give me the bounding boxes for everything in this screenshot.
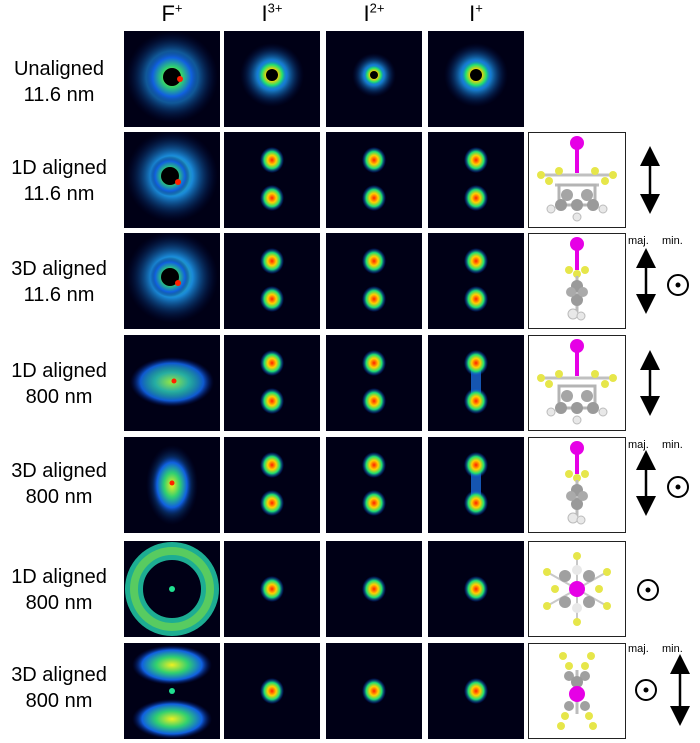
column-header-i-plus: I+ [469,0,483,26]
out-of-plane-polarization-icon-4 [635,679,657,701]
velocity-map-image-r6-c2 [224,541,320,637]
velocity-map-image-r1-c1 [124,31,220,127]
velocity-map-image-r1-c3 [326,31,422,127]
column-header-f-plus: F+ [161,0,183,26]
velocity-map-image-r6-c1 [124,541,220,637]
velocity-map-image-r7-c3 [326,643,422,739]
polarization-column: maj. min. maj. min. maj. min. [628,146,690,726]
major-axis-label-3: maj. [628,643,649,655]
velocity-map-image-r7-c1 [124,643,220,739]
row-label-1d-11nm: 1D aligned 11.6 nm [11,157,107,205]
velocity-map-image-r6-c4 [428,541,524,637]
velocity-map-image-r5-c3 [326,437,422,533]
row-label-1d-800nm-a: 1D aligned 800 nm [11,360,107,408]
velocity-map-image-r1-c2 [224,31,320,127]
row-label-3d-800nm-b: 3D aligned 800 nm [11,664,107,712]
row-label-3d-11nm: 3D aligned 11.6 nm [11,258,107,306]
major-axis-label-1: maj. [628,235,649,247]
out-of-plane-polarization-icon-1 [667,274,689,296]
velocity-map-image-r5-c4 [428,437,524,533]
minor-axis-label-1: min. [662,235,683,247]
velocity-map-image-r2-c4 [428,132,524,228]
minor-axis-label-2: min. [662,439,683,451]
molecule-structure-1d-800nm-b [528,541,626,637]
row-label-unaligned-11nm: Unaligned 11.6 nm [13,58,105,106]
velocity-map-image-r4-c1 [124,335,220,431]
velocity-map-image-r2-c2 [224,132,320,228]
velocity-map-image-r7-c4 [428,643,524,739]
molecule-structure-3d-800nm-b [528,643,626,739]
molecule-structure-1d-11nm [528,132,626,228]
molecule-structure-1d-800nm-a [528,335,626,431]
velocity-map-image-r6-c3 [326,541,422,637]
velocity-map-image-r2-c1 [124,132,220,228]
velocity-map-image-r1-c4 [428,31,524,127]
row-label-1d-800nm-b: 1D aligned 800 nm [11,566,107,614]
velocity-map-image-r3-c1 [124,233,220,329]
velocity-map-image-r5-c2 [224,437,320,533]
molecule-structure-3d-800nm-a [528,437,626,533]
velocity-map-image-r3-c3 [326,233,422,329]
column-header-i-2plus: I2+ [363,0,385,26]
row-label-3d-800nm-a: 3D aligned 800 nm [11,460,107,508]
molecule-structure-3d-11nm [528,233,626,329]
velocity-map-image-r4-c4 [428,335,524,431]
column-header-i-3plus: I3+ [261,0,283,26]
velocity-map-image-r4-c2 [224,335,320,431]
velocity-map-image-r4-c3 [326,335,422,431]
minor-axis-label-3: min. [662,643,683,655]
out-of-plane-polarization-icon-3 [637,579,659,601]
out-of-plane-polarization-icon-2 [667,476,689,498]
velocity-map-image-r2-c3 [326,132,422,228]
velocity-map-image-r5-c1 [124,437,220,533]
major-axis-label-2: maj. [628,439,649,451]
velocity-map-image-r3-c4 [428,233,524,329]
velocity-map-image-r3-c2 [224,233,320,329]
velocity-map-image-r7-c2 [224,643,320,739]
